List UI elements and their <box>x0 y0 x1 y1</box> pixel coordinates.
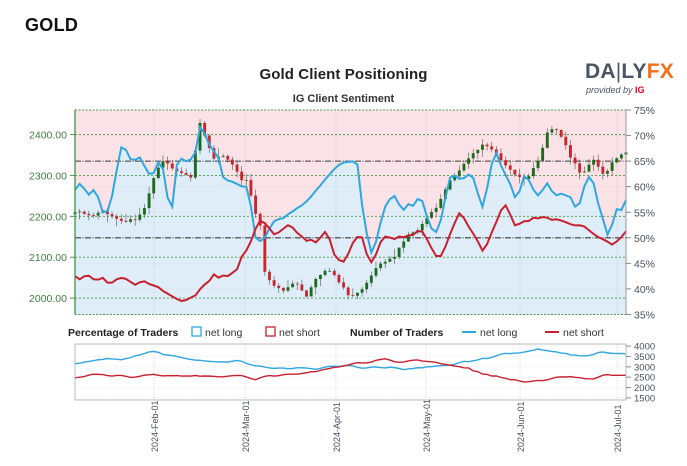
svg-text:Percentage of Traders: Percentage of Traders <box>68 327 178 339</box>
svg-text:net short: net short <box>279 327 320 339</box>
svg-text:2300.00: 2300.00 <box>29 170 67 182</box>
svg-text:2200.00: 2200.00 <box>29 211 67 223</box>
svg-text:55%: 55% <box>634 207 655 219</box>
svg-text:2024-Jun-01: 2024-Jun-01 <box>516 401 526 452</box>
svg-text:40%: 40% <box>634 284 655 296</box>
svg-text:2024-Feb-01: 2024-Feb-01 <box>150 400 160 452</box>
svg-text:2000: 2000 <box>634 383 655 394</box>
svg-text:2024-May-01: 2024-May-01 <box>422 399 432 452</box>
svg-text:1500: 1500 <box>634 393 655 404</box>
svg-text:45%: 45% <box>634 258 655 270</box>
svg-text:60%: 60% <box>634 182 655 194</box>
svg-text:net long: net long <box>205 327 243 339</box>
svg-text:2024-Apr-01: 2024-Apr-01 <box>332 402 342 452</box>
svg-text:2100.00: 2100.00 <box>29 252 67 264</box>
svg-text:net short: net short <box>563 327 604 339</box>
svg-text:65%: 65% <box>634 156 655 168</box>
svg-text:4000: 4000 <box>634 342 655 353</box>
svg-text:35%: 35% <box>634 310 655 322</box>
svg-text:70%: 70% <box>634 131 655 143</box>
svg-text:2000.00: 2000.00 <box>29 293 67 305</box>
svg-text:2500: 2500 <box>634 373 655 384</box>
svg-text:50%: 50% <box>634 233 655 245</box>
svg-text:net long: net long <box>480 327 518 339</box>
svg-text:75%: 75% <box>634 105 655 117</box>
svg-text:3500: 3500 <box>634 352 655 363</box>
svg-text:2024-Jul-01: 2024-Jul-01 <box>613 404 623 452</box>
svg-text:Number of Traders: Number of Traders <box>350 327 444 339</box>
svg-text:3000: 3000 <box>634 362 655 373</box>
svg-text:2400.00: 2400.00 <box>29 130 67 142</box>
svg-text:2024-Mar-01: 2024-Mar-01 <box>241 400 251 452</box>
